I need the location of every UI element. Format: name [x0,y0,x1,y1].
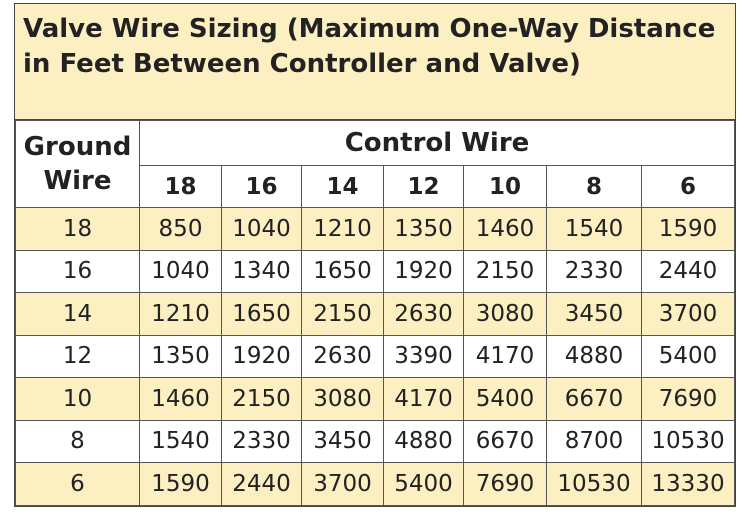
data-row: 10 1460 2150 3080 4170 5400 6670 7690 [15,377,735,421]
cell: 1040 [139,249,222,293]
cell: 1590 [641,207,735,251]
cell: 5400 [383,462,464,506]
cell: 2150 [301,292,384,336]
column-header: 10 [463,165,547,208]
row-label: 16 [15,249,140,293]
cell: 2440 [221,462,302,506]
table-body: 18 850 1040 1210 1350 1460 1540 1590 16 1040 1340 1… [15,207,735,506]
cell: 4170 [383,377,464,421]
cell: 2150 [221,377,302,421]
cell: 1210 [139,292,222,336]
data-row: 14 1210 1650 2150 2630 3080 3450 3700 [15,292,735,336]
row-label: 6 [15,462,140,506]
cell: 5400 [641,334,735,378]
cell: 10530 [546,462,642,506]
cell: 1540 [546,207,642,251]
group-header: Control Wire [139,120,735,166]
cell: 4880 [383,419,464,463]
column-header: 12 [383,165,464,208]
cell: 5400 [463,377,547,421]
cell: 1350 [383,207,464,251]
cell: 6670 [463,419,547,463]
cell: 2330 [221,419,302,463]
data-row: 6 1590 2440 3700 5400 7690 10530 13330 [15,462,735,506]
column-header: 14 [301,165,384,208]
cell: 3450 [546,292,642,336]
cell: 3080 [301,377,384,421]
cell: 1460 [139,377,222,421]
valve-wire-table: Valve Wire Sizing (Maximum One-Way Dista… [14,3,736,507]
row-label: 12 [15,334,140,378]
cell: 7690 [641,377,735,421]
cell: 6670 [546,377,642,421]
data-row: 16 1040 1340 1650 1920 2150 2330 2440 [15,249,735,293]
data-row: 18 850 1040 1210 1350 1460 1540 1590 [15,207,735,251]
column-header: 18 [139,165,222,208]
table: Ground Wire Control Wire 18 16 14 12 10 8 6 18… [15,120,735,506]
cell: 4880 [546,334,642,378]
cell: 2630 [383,292,464,336]
header-row: Ground Wire Control Wire [15,120,735,208]
data-row: 12 1350 1920 2630 3390 4170 4880 5400 [15,334,735,378]
cell: 1650 [221,292,302,336]
cell: 4170 [463,334,547,378]
corner-header: Ground Wire [15,120,140,208]
cell: 1460 [463,207,547,251]
cell: 2440 [641,249,735,293]
cell: 3450 [301,419,384,463]
cell: 7690 [463,462,547,506]
row-label: 14 [15,292,140,336]
row-label: 8 [15,419,140,463]
cell: 3700 [301,462,384,506]
cell: 2330 [546,249,642,293]
cell: 3390 [383,334,464,378]
cell: 13330 [641,462,735,506]
cell: 3080 [463,292,547,336]
cell: 1920 [221,334,302,378]
cell: 2150 [463,249,547,293]
column-header-row: 18 16 14 12 10 8 6 [16,165,735,208]
cell: 1210 [301,207,384,251]
column-header: 16 [221,165,302,208]
cell: 10530 [641,419,735,463]
cell: 1920 [383,249,464,293]
cell: 2630 [301,334,384,378]
cell: 1350 [139,334,222,378]
cell: 1040 [221,207,302,251]
data-row: 8 1540 2330 3450 4880 6670 8700 10530 [15,419,735,463]
cell: 1590 [139,462,222,506]
cell: 850 [139,207,222,251]
column-header: 8 [546,165,642,208]
cell: 8700 [546,419,642,463]
cell: 3700 [641,292,735,336]
cell: 1650 [301,249,384,293]
row-label: 10 [15,377,140,421]
row-label: 18 [15,207,140,251]
cell: 1340 [221,249,302,293]
table-title: Valve Wire Sizing (Maximum One-Way Dista… [15,4,735,120]
column-header: 6 [641,165,735,208]
cell: 1540 [139,419,222,463]
